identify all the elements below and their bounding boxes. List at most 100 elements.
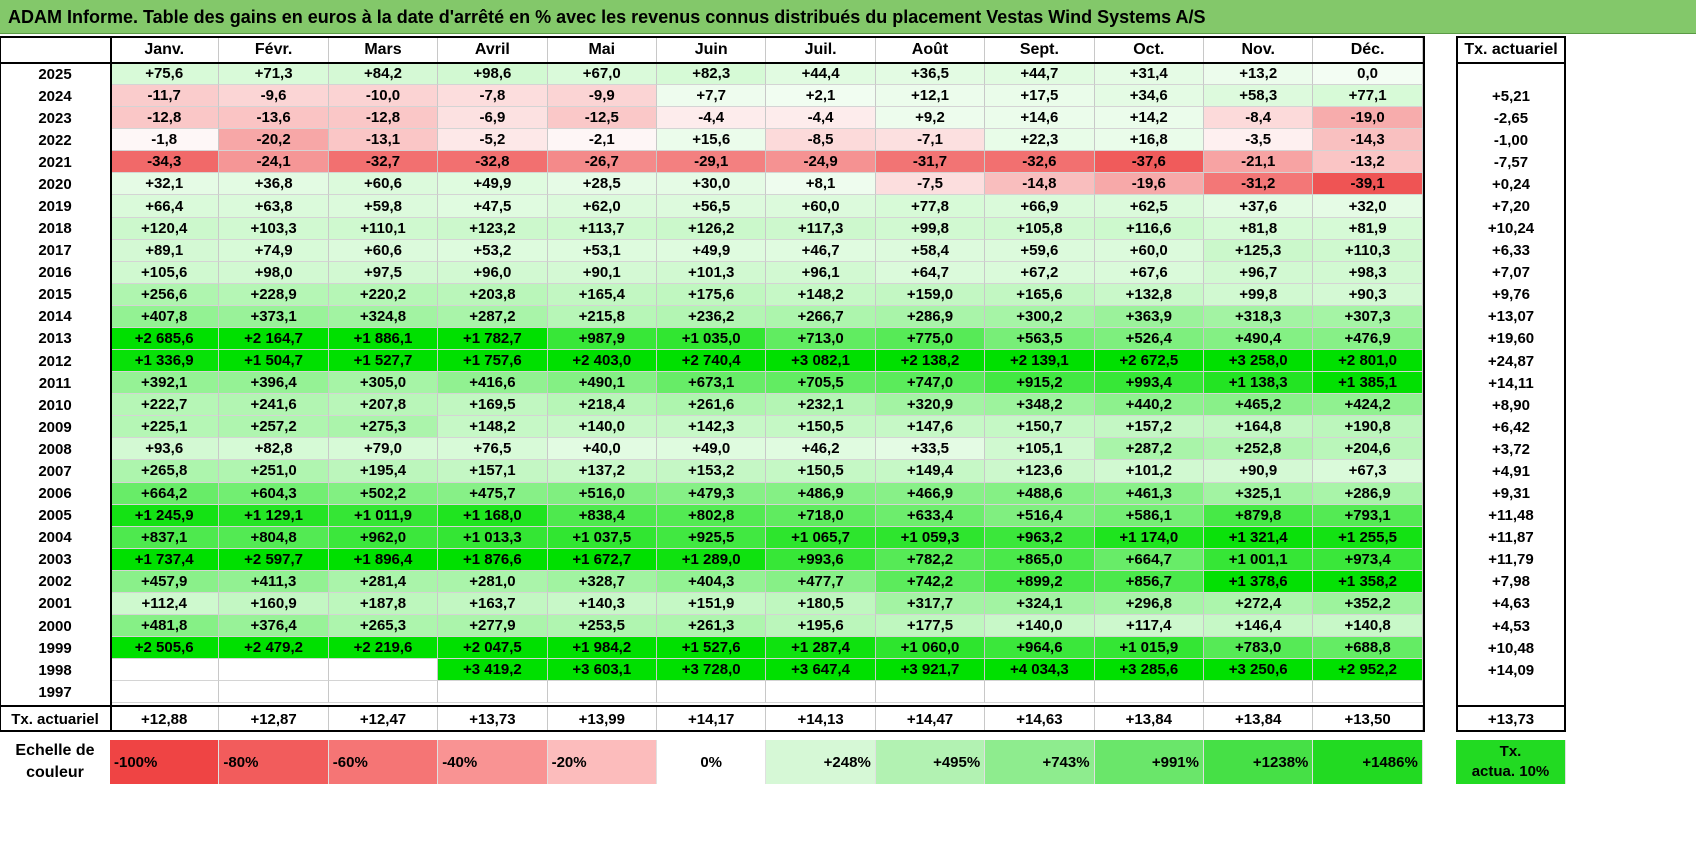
table-cell: +180,5 xyxy=(766,592,876,615)
table-cell: +461,3 xyxy=(1094,482,1204,505)
legend-swatch: -60% xyxy=(328,740,439,784)
table-cell: +2 672,5 xyxy=(1094,350,1204,373)
table-cell: +688,8 xyxy=(1313,637,1423,660)
table-cell: -3,5 xyxy=(1204,129,1314,152)
table-cell: +838,4 xyxy=(547,504,657,527)
rate-cell: +5,21 xyxy=(1492,87,1530,105)
table-cell: +486,9 xyxy=(766,482,876,505)
table-cell: +59,8 xyxy=(328,195,439,218)
table-cell: +112,4 xyxy=(110,592,220,615)
table-cell: +1 060,0 xyxy=(875,637,986,660)
rate-cell: +6,33 xyxy=(1492,242,1530,260)
table-cell: +140,3 xyxy=(547,592,657,615)
table-cell: +157,2 xyxy=(1094,416,1204,439)
table-cell: +856,7 xyxy=(1094,570,1204,593)
table-cell: +502,2 xyxy=(328,482,439,505)
table-cell: +46,2 xyxy=(766,438,876,461)
table-cell: +177,5 xyxy=(875,615,986,638)
table-cell: +16,8 xyxy=(1094,129,1204,152)
table-cell: +126,2 xyxy=(657,217,767,240)
table-cell: +286,9 xyxy=(1313,482,1423,505)
table-cell: +36,5 xyxy=(875,63,986,86)
table-cell: +32,1 xyxy=(110,173,220,196)
table-cell: +163,7 xyxy=(438,592,548,615)
table-cell: -9,6 xyxy=(219,85,329,108)
table-cell xyxy=(657,681,767,704)
footer-cell: +13,50 xyxy=(1313,706,1423,732)
table-cell: +93,6 xyxy=(110,438,220,461)
table-cell: +218,4 xyxy=(547,394,657,417)
table-cell: +66,9 xyxy=(985,195,1095,218)
table-cell: +53,1 xyxy=(547,239,657,262)
year-label: 2006 xyxy=(38,485,72,503)
rate-header: Tx. actuariel xyxy=(1464,40,1558,58)
table-cell: +516,0 xyxy=(547,482,657,505)
footer-cell: +14,13 xyxy=(766,706,876,732)
table-cell: +286,9 xyxy=(875,305,986,328)
table-cell: -8,4 xyxy=(1204,107,1314,130)
table-cell: +1 138,3 xyxy=(1204,372,1314,395)
table-cell: +160,9 xyxy=(219,592,329,615)
table-cell xyxy=(985,681,1095,704)
table-cell: +117,4 xyxy=(1094,615,1204,638)
year-label: 2015 xyxy=(38,286,72,304)
table-cell: +150,5 xyxy=(766,460,876,483)
table-cell: +150,5 xyxy=(766,416,876,439)
table-cell: -24,9 xyxy=(766,151,876,174)
table-cell: +187,8 xyxy=(328,592,439,615)
table-cell: -4,4 xyxy=(766,107,876,130)
legend-swatch: -40% xyxy=(438,740,548,784)
table-cell: +123,2 xyxy=(438,217,548,240)
legend-swatch: +248% xyxy=(766,740,876,784)
table-cell: +98,6 xyxy=(438,63,548,86)
year-label: 2022 xyxy=(38,131,72,149)
table-cell: +228,9 xyxy=(219,283,329,306)
year-label: 2016 xyxy=(38,264,72,282)
table-cell: +925,5 xyxy=(657,526,767,549)
table-cell: +1 385,1 xyxy=(1313,372,1423,395)
table-cell: +64,7 xyxy=(875,261,986,284)
table-cell: +157,1 xyxy=(438,460,548,483)
year-label: 2017 xyxy=(38,242,72,260)
table-cell: -31,7 xyxy=(875,151,986,174)
table-cell: +220,2 xyxy=(328,283,439,306)
table-cell: +272,4 xyxy=(1204,592,1314,615)
table-cell: +526,4 xyxy=(1094,327,1204,351)
year-label: 1999 xyxy=(38,639,72,657)
table-cell: +275,3 xyxy=(328,416,439,439)
table-cell: +1 782,7 xyxy=(438,327,548,351)
table-cell: +962,0 xyxy=(328,526,439,549)
table-cell: +633,4 xyxy=(875,504,986,527)
table-cell: +225,1 xyxy=(110,416,220,439)
table-cell: -24,1 xyxy=(219,151,329,174)
table-cell: +466,9 xyxy=(875,482,986,505)
table-cell: +195,4 xyxy=(328,460,439,483)
table-cell: +424,2 xyxy=(1313,394,1423,417)
table-cell: +32,0 xyxy=(1313,195,1423,218)
month-header: Juin xyxy=(657,36,767,63)
table-cell: +2 403,0 xyxy=(547,350,657,373)
table-cell: +1 527,7 xyxy=(328,350,439,373)
table-cell: +62,0 xyxy=(547,195,657,218)
table-cell: +12,1 xyxy=(875,85,986,108)
table-cell: +17,5 xyxy=(985,85,1095,108)
table-cell: +67,6 xyxy=(1094,261,1204,284)
table-cell: +165,6 xyxy=(985,283,1095,306)
rate-cell xyxy=(1456,63,1566,85)
table-cell: +324,8 xyxy=(328,305,439,328)
table-cell: +416,6 xyxy=(438,372,548,395)
rate-cell: -7,57 xyxy=(1493,153,1529,171)
year-label: 1997 xyxy=(38,683,72,701)
year-label: 2013 xyxy=(38,330,72,348)
table-cell: +2 801,0 xyxy=(1313,350,1423,373)
table-cell: +33,5 xyxy=(875,438,986,461)
table-cell: +1 035,0 xyxy=(657,327,767,351)
table-cell: +120,4 xyxy=(110,217,220,240)
table-cell: +148,2 xyxy=(438,416,548,439)
table-cell: +1 378,6 xyxy=(1204,570,1314,593)
table-cell: +3 082,1 xyxy=(766,350,876,373)
table-cell: +664,2 xyxy=(110,482,220,505)
table-cell: +164,8 xyxy=(1204,416,1314,439)
table-cell: +151,9 xyxy=(657,592,767,615)
table-cell: -29,1 xyxy=(657,151,767,174)
